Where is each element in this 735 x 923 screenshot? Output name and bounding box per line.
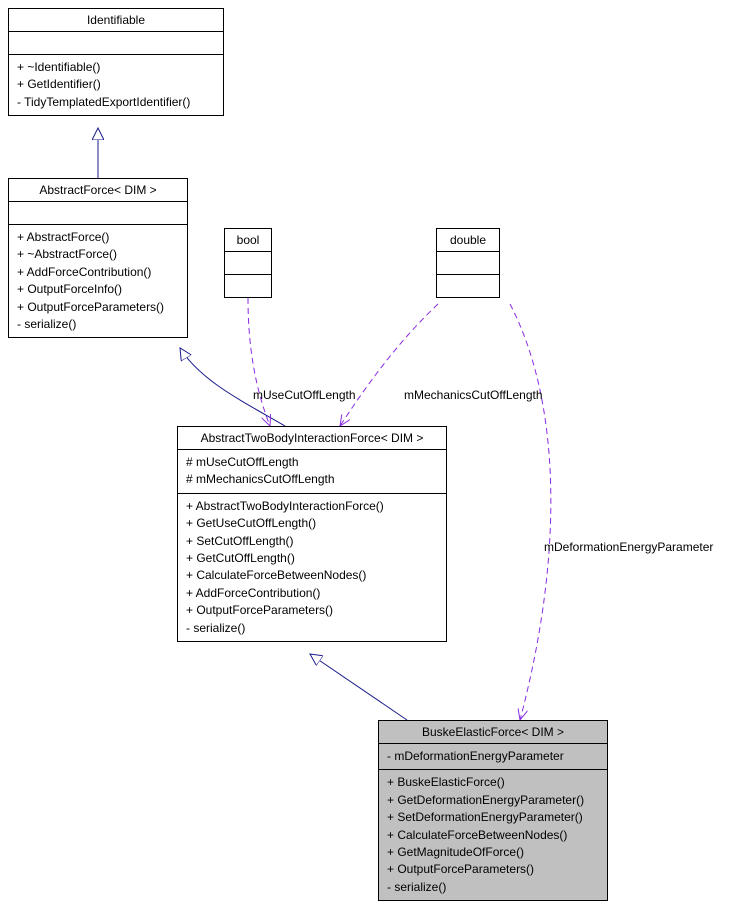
edge-label: mMechanicsCutOffLength (404, 388, 543, 402)
op-line: + GetIdentifier() (17, 76, 215, 93)
op-line: + OutputForceParameters() (17, 299, 179, 316)
class-BuskeElasticForce[interactable]: BuskeElasticForce< DIM > - mDeformationEn… (378, 720, 608, 901)
class-title: AbstractForce< DIM > (9, 179, 187, 202)
class-title: Identifiable (9, 9, 223, 32)
class-AbstractForce[interactable]: AbstractForce< DIM > + AbstractForce()+ ~… (8, 178, 188, 338)
class-Identifiable[interactable]: Identifiable + ~Identifiable()+ GetIdenti… (8, 8, 224, 116)
op-line: + GetUseCutOffLength() (186, 515, 438, 532)
attr-line: # mMechanicsCutOffLength (186, 471, 438, 488)
attr-line: # mUseCutOffLength (186, 454, 438, 471)
op-line: + SetCutOffLength() (186, 533, 438, 550)
op-line: + CalculateForceBetweenNodes() (387, 827, 599, 844)
op-line: + AddForceContribution() (17, 264, 179, 281)
class-title: AbstractTwoBodyInteractionForce< DIM > (178, 427, 446, 450)
op-line: + AddForceContribution() (186, 585, 438, 602)
class-double[interactable]: double (436, 228, 500, 298)
op-line: + GetCutOffLength() (186, 550, 438, 567)
op-line: + AbstractTwoBodyInteractionForce() (186, 498, 438, 515)
op-line: - TidyTemplatedExportIdentifier() (17, 94, 215, 111)
class-ops: + BuskeElasticForce()+ GetDeformationEne… (379, 770, 607, 900)
op-line: + GetMagnitudeOfForce() (387, 844, 599, 861)
class-ops (225, 275, 271, 297)
class-attrs (437, 252, 499, 275)
op-line: - serialize() (186, 620, 438, 637)
depend-edge (510, 304, 551, 720)
edge-label: mUseCutOffLength (253, 388, 356, 402)
op-line: + BuskeElasticForce() (387, 774, 599, 791)
class-ops: + AbstractForce()+ ~AbstractForce()+ Add… (9, 225, 187, 337)
op-line: + AbstractForce() (17, 229, 179, 246)
class-attrs: - mDeformationEnergyParameter (379, 744, 607, 770)
class-AbstractTwoBody[interactable]: AbstractTwoBodyInteractionForce< DIM ># … (177, 426, 447, 642)
op-line: + OutputForceParameters() (387, 861, 599, 878)
edge-label: mDeformationEnergyParameter (544, 540, 713, 554)
op-line: + ~Identifiable() (17, 59, 215, 76)
op-line: + OutputForceParameters() (186, 602, 438, 619)
class-ops: + AbstractTwoBodyInteractionForce()+ Get… (178, 494, 446, 641)
attr-line: - mDeformationEnergyParameter (387, 748, 599, 765)
op-line: + CalculateForceBetweenNodes() (186, 567, 438, 584)
op-line: - serialize() (387, 879, 599, 896)
class-attrs (225, 252, 271, 275)
op-line: + GetDeformationEnergyParameter() (387, 792, 599, 809)
inherit-edge (180, 348, 285, 426)
class-attrs (9, 202, 187, 225)
class-ops: + ~Identifiable()+ GetIdentifier()- Tidy… (9, 55, 223, 115)
class-title: BuskeElasticForce< DIM > (379, 721, 607, 744)
depend-edge (340, 304, 438, 426)
class-title: double (437, 229, 499, 252)
op-line: + ~AbstractForce() (17, 246, 179, 263)
op-line: + SetDeformationEnergyParameter() (387, 809, 599, 826)
op-line: - serialize() (17, 316, 179, 333)
depend-edge (248, 298, 270, 426)
inherit-edge (310, 654, 407, 720)
class-attrs: # mUseCutOffLength# mMechanicsCutOffLeng… (178, 450, 446, 494)
class-attrs (9, 32, 223, 55)
op-line: + OutputForceInfo() (17, 281, 179, 298)
class-bool[interactable]: bool (224, 228, 272, 298)
class-title: bool (225, 229, 271, 252)
class-ops (437, 275, 499, 297)
